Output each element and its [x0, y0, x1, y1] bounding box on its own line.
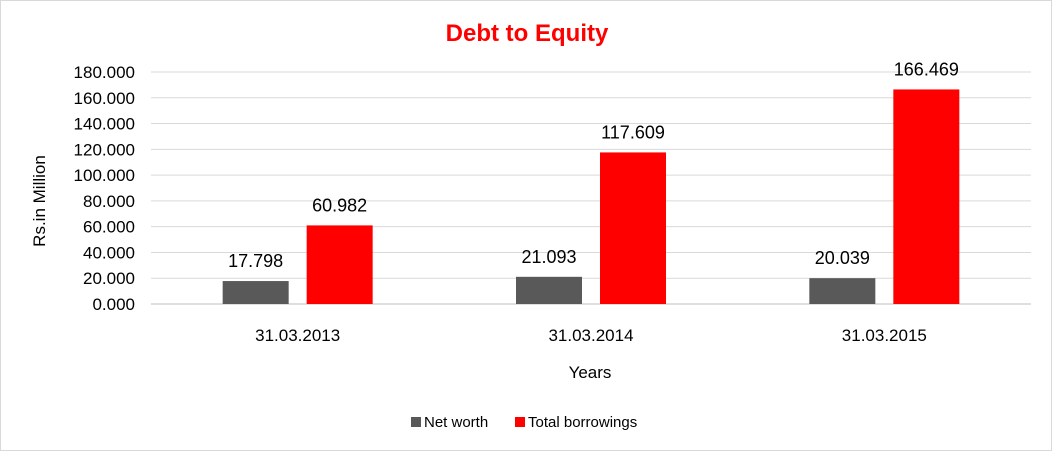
bars — [222, 89, 960, 304]
y-tick-label: 20.000 — [83, 269, 135, 288]
y-tick-label: 160.000 — [74, 89, 135, 108]
y-tick-label: 60.000 — [83, 218, 135, 237]
gridlines — [151, 71, 1031, 305]
legend: Net worth Total borrowings — [411, 414, 637, 431]
bar-total-borrowings — [306, 225, 373, 304]
data-label: 60.982 — [312, 195, 367, 215]
y-tick-label: 120.000 — [74, 140, 135, 159]
data-label: 117.609 — [601, 122, 665, 142]
y-tick-label: 180.000 — [74, 63, 135, 82]
chart-title: Debt to Equity — [446, 20, 609, 47]
x-tick-label: 31.03.2014 — [548, 326, 633, 345]
bar-total-borrowings — [600, 152, 666, 304]
legend-label: Net worth — [424, 414, 488, 431]
data-label: 166.469 — [894, 59, 959, 79]
y-tick-label: 80.000 — [83, 192, 135, 211]
x-axis-ticks: 31.03.2013 31.03.2014 31.03.2015 — [255, 326, 927, 345]
bar-net-worth — [809, 278, 876, 304]
y-tick-label: 100.000 — [74, 166, 135, 185]
legend-label: Total borrowings — [528, 414, 637, 431]
y-tick-label: 0.000 — [92, 295, 135, 314]
x-tick-label: 31.03.2015 — [842, 326, 927, 345]
bar-net-worth — [516, 276, 582, 304]
y-axis-ticks: 0.000 20.000 40.000 60.000 80.000 100.000 120.… — [74, 63, 135, 314]
bar-total-borrowings — [893, 89, 960, 304]
data-label: 17.798 — [228, 251, 283, 271]
y-axis-title: Rs.in Million — [30, 155, 49, 247]
legend-swatch — [411, 417, 421, 427]
x-tick-label: 31.03.2013 — [255, 326, 340, 345]
x-axis-title: Years — [569, 363, 612, 382]
data-labels: 17.798 60.982 21.093 117.609 20.039 166.469 — [228, 59, 959, 271]
legend-swatch — [515, 417, 525, 427]
y-tick-label: 140.000 — [74, 115, 135, 134]
data-label: 20.039 — [815, 248, 870, 268]
data-label: 21.093 — [521, 247, 576, 267]
y-tick-label: 40.000 — [83, 243, 135, 262]
bar-net-worth — [222, 281, 289, 304]
